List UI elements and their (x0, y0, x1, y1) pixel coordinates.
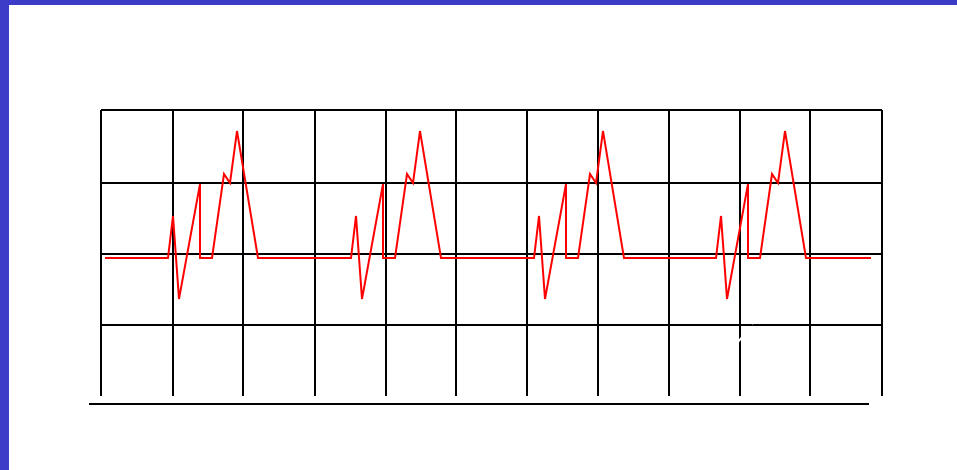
ecg-grid (100, 109, 883, 396)
top-border-bar (0, 0, 957, 5)
left-border-bar (0, 0, 9, 470)
trace-artifact-mark (737, 318, 757, 343)
ecg-trace (105, 130, 871, 300)
